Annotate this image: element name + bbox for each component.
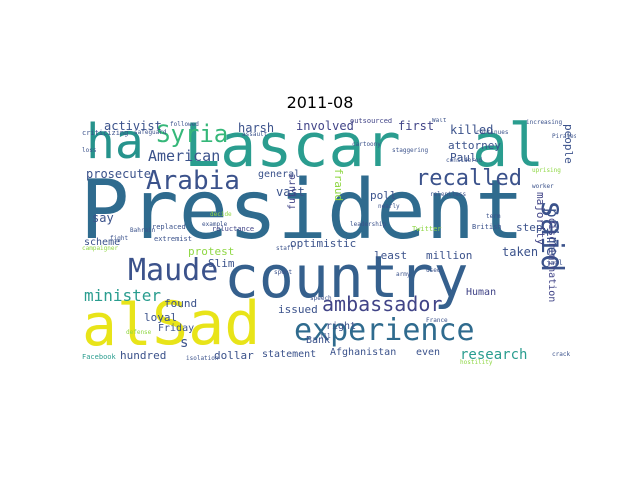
- word-statement: statement: [262, 349, 317, 360]
- word-friday: Friday: [158, 323, 195, 334]
- word-future: future: [287, 173, 298, 210]
- word-people: people: [562, 124, 575, 164]
- word-prosecute: prosecute: [86, 167, 152, 181]
- word-assault: assault: [242, 131, 268, 138]
- word-harsh: harsh: [238, 121, 275, 135]
- word-safeguard: safeguard: [134, 129, 167, 136]
- word-sad: Sad: [152, 289, 261, 359]
- word-loyal: loyal: [144, 311, 178, 324]
- word-uprising: uprising: [532, 167, 561, 174]
- word-reluctance: reluctance: [212, 225, 255, 233]
- word-spent: spent: [274, 269, 293, 276]
- word-poll: poll: [370, 189, 397, 202]
- word-optimistic: optimistic: [290, 237, 357, 250]
- word-human: Human: [466, 287, 497, 298]
- word-dollar: dollar: [214, 349, 254, 362]
- word-continues: continues: [476, 129, 509, 136]
- word-slim: Slim: [208, 257, 235, 270]
- word-fraud: fraud: [332, 168, 345, 202]
- word-jail: jail: [546, 259, 563, 267]
- word-staff: staff: [276, 245, 295, 252]
- word-outsourced: outsourced: [350, 118, 393, 125]
- word-say: say: [92, 211, 114, 225]
- word-vast: vast: [276, 185, 305, 199]
- word-million: million: [426, 249, 473, 262]
- word-taken: taken: [502, 245, 539, 259]
- word-arabia: Arabia: [146, 166, 240, 196]
- word-followed: followed: [170, 121, 199, 128]
- word-bahrain: Bahrain: [130, 227, 156, 234]
- word-nearly: nearly: [378, 203, 400, 210]
- word-isolation: isolation: [186, 355, 219, 362]
- word-first: first: [398, 119, 435, 133]
- word-cartoony: cartoony: [352, 141, 381, 148]
- word-attorney: attorney: [448, 139, 501, 152]
- word-considered: considered: [446, 157, 483, 164]
- word-defense: defense: [126, 329, 152, 336]
- word-hundred: hundred: [120, 349, 167, 362]
- word-involved: involved: [296, 119, 354, 133]
- word-ambassador: ambassador: [322, 292, 443, 316]
- word-even: even: [416, 347, 441, 358]
- word-majority: majority: [534, 192, 547, 245]
- word-ill: ill: [320, 333, 331, 340]
- word-syria: Syria: [156, 120, 229, 148]
- word-loss: loss: [82, 147, 97, 154]
- word-facebook: Facebook: [82, 353, 116, 361]
- word-decide: decide: [210, 211, 232, 218]
- word-afghanistan: Afghanistan: [330, 347, 397, 358]
- word-walt: Walt: [432, 118, 447, 124]
- word-country: country: [224, 243, 469, 311]
- word-relentless: relentless: [430, 191, 467, 198]
- word-speech: speech: [310, 295, 332, 302]
- word-fight: fight: [110, 235, 129, 242]
- word-army: army: [396, 271, 411, 278]
- word-campaigner: campaigner: [82, 245, 119, 252]
- word-right: right: [326, 321, 357, 332]
- word-extremist: extremist: [154, 235, 192, 243]
- word-british: British: [472, 223, 502, 231]
- word-increasing: increasing: [526, 119, 563, 126]
- word-hostility: hostility: [460, 359, 493, 366]
- word-step: step: [516, 221, 543, 234]
- word-bank: Bank: [306, 335, 331, 346]
- word-pirates: Pirates: [552, 133, 576, 140]
- word-president: President: [80, 163, 525, 258]
- word-activist: activist: [104, 119, 162, 133]
- word-ha: ha: [86, 118, 144, 170]
- word-american: American: [148, 147, 221, 165]
- word-issued: issued: [278, 303, 318, 316]
- word-al-top: al: [472, 118, 545, 181]
- word-killed: killed: [450, 123, 494, 137]
- word-paul: Paul: [450, 151, 477, 164]
- word-example: example: [202, 221, 228, 228]
- word-crack: crack: [552, 351, 571, 358]
- word-used: used: [426, 267, 441, 274]
- word-least: least: [374, 249, 408, 262]
- word-replaced: replaced: [152, 223, 186, 231]
- word-experience: experience: [294, 313, 475, 348]
- word-protest: protest: [188, 245, 235, 258]
- chart-title: 2011-08: [286, 93, 354, 112]
- word-staggering: staggering: [392, 147, 429, 154]
- word-al-bottom: al: [82, 291, 152, 359]
- word-research: research: [460, 347, 528, 363]
- word-found: found: [164, 297, 198, 310]
- word-general: general: [258, 169, 301, 180]
- word-scheme: scheme: [84, 237, 121, 248]
- word-twitter: Twitter: [412, 225, 442, 233]
- word-france: France: [426, 317, 448, 324]
- word-maude: Maude: [128, 253, 219, 288]
- word-term: term: [486, 213, 501, 220]
- word-leadership: leadership: [350, 221, 387, 228]
- word-criticizing: criticizing: [82, 129, 129, 137]
- word-worker: worker: [532, 183, 554, 190]
- word-lascar: Lascar: [184, 118, 401, 181]
- word-s: s: [180, 335, 189, 351]
- word-cloud: President country Lascar al ha al Sad ex…: [80, 118, 576, 366]
- word-minister: minister: [84, 286, 162, 305]
- word-recalled: recalled: [416, 166, 522, 191]
